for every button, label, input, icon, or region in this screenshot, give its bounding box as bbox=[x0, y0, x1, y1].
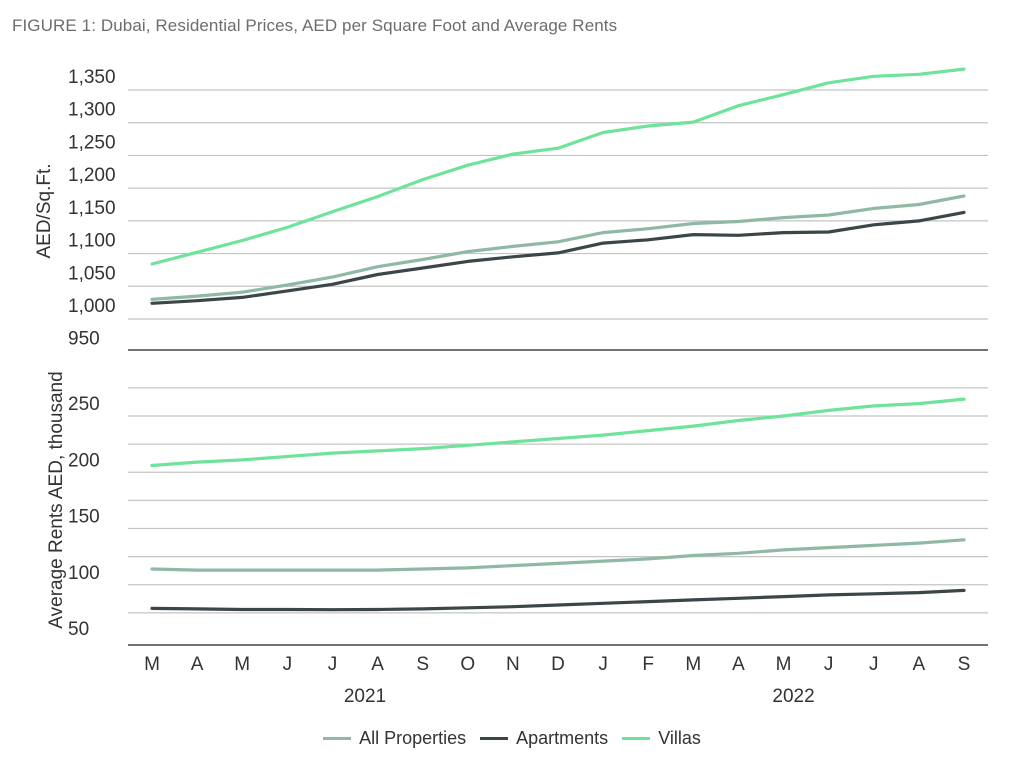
x-tick-label: M bbox=[144, 654, 160, 675]
x-tick-label: J bbox=[283, 654, 293, 675]
price-y-tick-label: 1,350 bbox=[68, 67, 116, 88]
legend-label-all-properties: All Properties bbox=[359, 728, 467, 748]
price-y-tick-label: 950 bbox=[68, 329, 100, 350]
x-tick-label: A bbox=[913, 654, 926, 675]
price-series-all-properties bbox=[150, 194, 966, 301]
price-y-tick-label: 1,300 bbox=[68, 100, 116, 121]
x-tick-label: J bbox=[824, 654, 834, 675]
rent-panel: 250 200 150 100 50 bbox=[68, 387, 988, 646]
rent-y-tick-label: 150 bbox=[68, 507, 100, 528]
rent-series-villas bbox=[150, 397, 966, 468]
price-y-tick-label: 1,000 bbox=[68, 296, 116, 317]
x-tick-label: J bbox=[328, 654, 338, 675]
price-series-villas bbox=[150, 67, 966, 266]
x-tick-label: D bbox=[551, 654, 565, 675]
legend-swatch-all-properties bbox=[323, 737, 352, 740]
legend-swatch-villas bbox=[622, 737, 651, 740]
price-panel: 1,350 1,300 1,250 1,200 1,150 1,100 1,050 1,000… bbox=[68, 67, 988, 351]
x-tick-label: F bbox=[642, 654, 654, 675]
rent-y-tick-label: 50 bbox=[68, 619, 89, 640]
rent-y-tick-label: 250 bbox=[68, 394, 100, 415]
x-tick-label: A bbox=[191, 654, 204, 675]
price-y-tick-label: 1,050 bbox=[68, 263, 116, 284]
legend-label-villas: Villas bbox=[658, 728, 701, 748]
x-tick-label: J bbox=[598, 654, 608, 675]
legend-item-all-properties: All Properties bbox=[323, 728, 466, 749]
figure-title: FIGURE 1: Dubai, Residential Prices, AED… bbox=[12, 16, 618, 35]
x-tick-label: A bbox=[732, 654, 745, 675]
x-year-label: 2021 bbox=[344, 686, 386, 707]
rent-y-tick-label: 200 bbox=[68, 450, 100, 471]
price-y-tick-label: 1,150 bbox=[68, 198, 116, 219]
rent-y-axis-label: Average Rents AED, thousand bbox=[46, 371, 67, 628]
price-y-axis-label: AED/Sq.Ft. bbox=[34, 163, 55, 258]
price-y-tick-label: 1,100 bbox=[68, 231, 116, 252]
legend-swatch-apartments bbox=[480, 737, 509, 740]
x-tick-label: J bbox=[869, 654, 879, 675]
price-y-tick-label: 1,200 bbox=[68, 165, 116, 186]
price-y-tick-label: 1,250 bbox=[68, 132, 116, 153]
x-tick-label: S bbox=[416, 654, 429, 675]
legend-item-apartments: Apartments bbox=[480, 728, 608, 749]
x-tick-label: M bbox=[685, 654, 701, 675]
rent-y-tick-label: 100 bbox=[68, 563, 100, 584]
x-tick-label: M bbox=[776, 654, 792, 675]
price-series-apartments bbox=[150, 210, 966, 305]
x-tick-label: S bbox=[958, 654, 971, 675]
x-axis: M A M J J A S O N D J F M A M J J A S 2021 2022 bbox=[144, 654, 970, 707]
legend: All Properties Apartments Villas bbox=[0, 728, 1024, 749]
rent-series-apartments bbox=[150, 588, 966, 612]
legend-label-apartments: Apartments bbox=[516, 728, 609, 748]
x-tick-label: N bbox=[506, 654, 520, 675]
rent-series-all-properties bbox=[150, 538, 966, 572]
x-year-label: 2022 bbox=[772, 686, 814, 707]
x-tick-label: A bbox=[371, 654, 384, 675]
x-tick-label: O bbox=[460, 654, 475, 675]
x-tick-label: M bbox=[234, 654, 250, 675]
legend-item-villas: Villas bbox=[622, 728, 701, 749]
